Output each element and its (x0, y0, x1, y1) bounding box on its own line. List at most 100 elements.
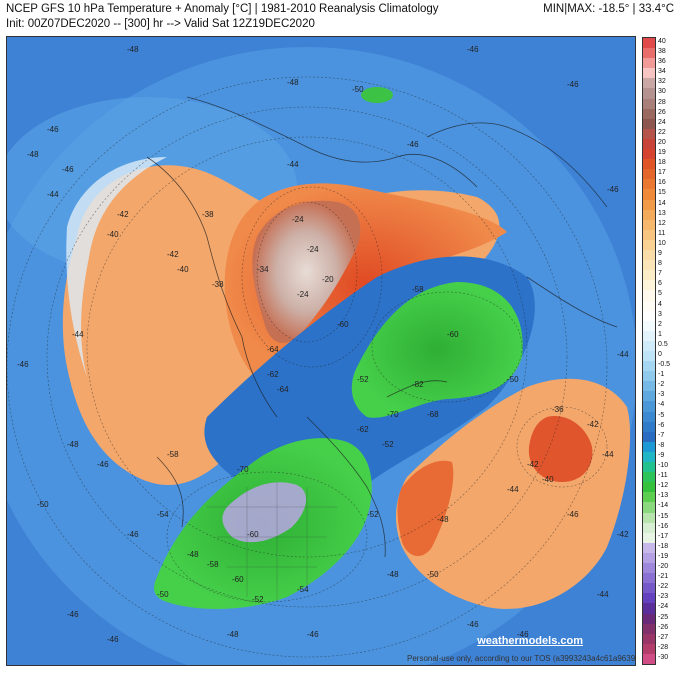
colorbar-tick-label: -7 (658, 431, 665, 439)
colorbar-tick-label: 26 (658, 108, 666, 116)
colorbar-tick-label: -3 (658, 391, 665, 399)
colorbar-swatch (643, 320, 655, 332)
colorbar-swatch (643, 300, 655, 312)
colorbar-swatch (643, 643, 655, 655)
very-cold-core (222, 482, 307, 543)
small-cold-patch-north (361, 87, 393, 103)
colorbar-tick-label: -9 (658, 451, 665, 459)
colorbar-swatch (643, 280, 655, 291)
contour-label: -60 (447, 330, 459, 339)
contour-label: -52 (357, 375, 369, 384)
colorbar-swatch (643, 219, 655, 231)
colorbar-tick-label: -8 (658, 441, 665, 449)
colorbar-tick-label: -25 (658, 613, 669, 621)
colorbar-swatch (643, 401, 655, 413)
contour-label: -50 (157, 590, 169, 599)
contour-label: -46 (607, 185, 619, 194)
colorbar-swatch (643, 593, 655, 604)
colorbar-tick-label: 28 (658, 98, 666, 106)
contour-label: -48 (287, 78, 299, 87)
contour-label: -50 (507, 375, 519, 384)
colorbar-tick-label: 30 (658, 88, 666, 96)
contour-label: -46 (467, 45, 479, 54)
colorbar-swatch (643, 371, 655, 382)
colorbar-tick-label: 13 (658, 209, 666, 217)
colorbar-swatch (643, 229, 655, 241)
contour-label: -38 (202, 210, 214, 219)
contour-label: -46 (567, 80, 579, 89)
colorbar-swatch (643, 58, 655, 69)
contour-label: -70 (237, 465, 249, 474)
colorbar-swatch (643, 522, 655, 534)
colorbar-tick-label: -15 (658, 512, 669, 520)
colorbar-tick-label: -18 (658, 542, 669, 550)
contour-label: -46 (47, 125, 59, 134)
colorbar-swatch (643, 108, 655, 120)
contour-label: -48 (187, 550, 199, 559)
colorbar-swatch (643, 613, 655, 625)
contour-label: -40 (177, 265, 189, 274)
colorbar-tick-label: -2 (658, 381, 665, 389)
contour-labels: -48-48-46-46-46-48-46-50-46-46-44-44-42-… (17, 45, 629, 644)
init-valid-line: Init: 00Z07DEC2020 -- [300] hr --> Valid… (6, 18, 315, 30)
colorbar-tick-label: -1 (658, 371, 665, 379)
colorbar-swatch (643, 472, 655, 483)
colorbar-swatch (643, 250, 655, 261)
colorbar-swatch (643, 573, 655, 584)
contour-label: -48 (27, 150, 39, 159)
colorbar-swatch (643, 239, 655, 251)
brand-link[interactable]: weathermodels.com (477, 635, 583, 647)
colorbar-tick-label: -10 (658, 462, 669, 470)
contour-label: -64 (267, 345, 279, 354)
colorbar-swatch (643, 340, 655, 352)
contour-label: -44 (287, 160, 299, 169)
contour-label: -70 (387, 410, 399, 419)
contour-label: -20 (322, 275, 334, 284)
colorbar-swatch (643, 169, 655, 180)
colorbar-tick-label: -28 (658, 643, 669, 651)
contour-label: -44 (597, 590, 609, 599)
colorbar-tick-label: -23 (658, 593, 669, 601)
colorbar-swatch (643, 38, 655, 49)
colorbar-swatch (643, 552, 655, 564)
colorbar-swatch (643, 482, 655, 493)
contour-label: -46 (62, 165, 74, 174)
colorbar-tick-label: 11 (658, 229, 666, 237)
colorbar-tick-label: -30 (658, 653, 669, 661)
colorbar-swatch (643, 623, 655, 635)
hot-core (252, 200, 361, 343)
state-borders (207, 482, 337, 602)
colorbar-tick-label: 18 (658, 159, 666, 167)
polar-map-panel: -48 -48 -46 -46 -46 -48 -46 -50 -46 -46 -44 -44 -42-… (6, 36, 636, 666)
contour-label: -48 (127, 45, 139, 54)
contour-label: -58 (167, 450, 179, 459)
colorbar-swatch (643, 583, 655, 594)
colorbar-swatch (643, 512, 655, 524)
contour-label: -50 (427, 570, 439, 579)
contour-label: -54 (157, 510, 169, 519)
contour-label: -46 (407, 140, 419, 149)
contour-label: -68 (427, 410, 439, 419)
contour-label: -64 (277, 385, 289, 394)
colorbar-swatch (643, 391, 655, 402)
colorbar-tick-label: 0 (658, 351, 662, 358)
colorbar-tick-label: -16 (658, 522, 669, 530)
min-max-readout: MIN|MAX: -18.5° | 33.4°C (543, 3, 674, 15)
colorbar-tick-label: 3 (658, 310, 662, 318)
contour-label: -46 (67, 610, 79, 619)
colorbar-tick-label: 36 (658, 58, 666, 66)
pale-band-west (66, 157, 167, 377)
usage-credit: Personal-use only, according to our TOS … (407, 654, 636, 663)
colorbar-swatch (643, 270, 655, 281)
colorbar-tick-label: -13 (658, 492, 669, 500)
contour-label: -46 (517, 630, 529, 639)
colorbar-tick-label: 6 (658, 280, 662, 288)
colorbar-swatch (643, 179, 655, 190)
colorbar (642, 37, 656, 665)
colorbar-swatch (643, 138, 655, 150)
colorbar-tick-label: 16 (658, 179, 666, 187)
colorbar-swatch (643, 68, 655, 79)
colorbar-swatch (643, 502, 655, 514)
colorbar-tick-label: 1 (658, 330, 662, 338)
contour-label: -58 (207, 560, 219, 569)
